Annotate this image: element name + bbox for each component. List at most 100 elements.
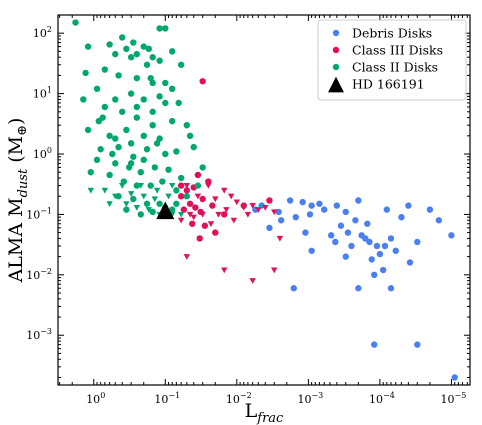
data-point-debris-disks-43 bbox=[352, 217, 359, 224]
data-point-class-ii-disks-6 bbox=[106, 41, 113, 48]
data-point-class-ii-disks-54 bbox=[177, 174, 185, 182]
data-point-debris-disks-13 bbox=[342, 208, 349, 216]
data-point-class-ii-disks-27 bbox=[140, 96, 147, 103]
data-point-class-iii-disks-15 bbox=[196, 235, 203, 242]
data-point-class-ii-disks-66 bbox=[156, 200, 163, 207]
data-point-class-iii-disks-18 bbox=[266, 197, 273, 204]
data-point-debris-disks-12 bbox=[321, 206, 328, 213]
data-point-class-ii-disks-57 bbox=[120, 178, 128, 185]
series-class-iii-disks-upper-limits bbox=[177, 183, 284, 284]
series-class-iii-disks bbox=[177, 78, 273, 242]
data-point-class-ii-disks-15 bbox=[143, 61, 151, 68]
data-point-class-ii-disks-33 bbox=[149, 121, 156, 129]
data-point-class-iii-disks-upper-limits-24 bbox=[194, 193, 202, 200]
data-point-class-ii-disks-upper-limits-11 bbox=[145, 207, 152, 213]
data-point-class-ii-disks-4 bbox=[156, 25, 163, 32]
data-point-class-ii-disks-60 bbox=[159, 178, 166, 185]
data-point-debris-disks-2 bbox=[316, 200, 323, 207]
data-point-class-ii-disks-39 bbox=[140, 132, 147, 140]
data-point-class-iii-disks-upper-limits-1 bbox=[205, 183, 212, 189]
data-point-debris-disks-4 bbox=[355, 197, 362, 204]
y-tick-label-3: 10−1 bbox=[26, 206, 52, 221]
legend-label-hd-166191: HD 166191 bbox=[352, 77, 425, 92]
data-point-class-ii-disks-24 bbox=[93, 85, 101, 93]
data-point-debris-disks-17 bbox=[414, 238, 421, 246]
data-point-class-ii-disks-35 bbox=[183, 121, 191, 129]
data-point-class-iii-disks-7 bbox=[199, 195, 206, 203]
data-point-debris-disks-48 bbox=[381, 242, 389, 250]
data-point-class-ii-disks-8 bbox=[145, 45, 152, 53]
data-point-debris-disks-32 bbox=[368, 256, 375, 263]
x-tick-label-0: 100 bbox=[86, 391, 105, 406]
legend: Debris Disks Class III Disks Class II Disk… bbox=[317, 19, 467, 101]
data-point-class-iii-disks-upper-limits-5 bbox=[233, 199, 241, 206]
data-point-class-iii-disks-upper-limits-7 bbox=[255, 207, 262, 213]
data-point-class-iii-disks-upper-limits-21 bbox=[221, 267, 228, 274]
axes-layer: 100 10−1 10−2 10−3 10−4 10−5 102 101 100 10−1 10−2… bbox=[5, 14, 471, 425]
data-point-debris-disks-38 bbox=[371, 341, 378, 348]
data-point-debris-disks-25 bbox=[308, 247, 315, 254]
legend-marker-hd-166191 bbox=[328, 76, 344, 93]
data-point-class-ii-disks-upper-limits-16 bbox=[169, 183, 176, 189]
data-point-debris-disks-30 bbox=[406, 259, 414, 266]
data-point-class-ii-disks-11 bbox=[149, 54, 156, 61]
data-point-class-iii-disks-5 bbox=[205, 178, 212, 185]
data-point-class-ii-disks-89 bbox=[153, 140, 161, 147]
data-point-class-ii-disks-12 bbox=[169, 48, 176, 55]
data-point-debris-disks-23 bbox=[373, 242, 381, 250]
data-point-class-ii-disks-80 bbox=[140, 156, 147, 164]
data-point-class-ii-disks-64 bbox=[130, 195, 137, 203]
data-point-class-iii-disks-9 bbox=[197, 208, 204, 216]
data-point-class-ii-disks-32 bbox=[133, 114, 141, 121]
data-point-class-ii-disks-63 bbox=[115, 193, 122, 200]
data-point-class-ii-disks-upper-limits-14 bbox=[177, 211, 185, 218]
data-point-class-ii-disks-69 bbox=[137, 211, 144, 218]
data-point-class-ii-disks-37 bbox=[106, 132, 113, 140]
series-hd-166191 bbox=[156, 201, 175, 220]
data-point-debris-disks-6 bbox=[405, 202, 412, 209]
data-point-class-ii-disks-18 bbox=[82, 69, 89, 77]
data-point-class-iii-disks-11 bbox=[221, 211, 228, 218]
legend-box bbox=[317, 19, 467, 101]
data-point-debris-disks-37 bbox=[387, 285, 395, 292]
y-axis-title: ALMA Mdust (M⊕) bbox=[5, 118, 31, 284]
data-point-class-ii-disks-85 bbox=[162, 79, 169, 87]
x-axis-title: Lfrac bbox=[245, 400, 284, 425]
data-point-class-ii-disks-55 bbox=[87, 168, 94, 176]
legend-marker-class-iii-disks bbox=[332, 46, 340, 54]
data-point-debris-disks-47 bbox=[362, 235, 369, 242]
data-point-class-iii-disks-0 bbox=[199, 78, 206, 85]
data-point-debris-disks-46 bbox=[337, 222, 345, 229]
data-point-debris-disks-31 bbox=[342, 253, 349, 260]
data-point-class-ii-disks-72 bbox=[173, 200, 180, 207]
data-point-class-ii-disks-53 bbox=[165, 166, 172, 173]
legend-marker-class-ii-disks bbox=[332, 63, 340, 71]
y-tick-label-4: 10−2 bbox=[26, 267, 52, 282]
x-tick-label-2: 10−2 bbox=[226, 391, 252, 406]
data-point-class-ii-disks-75 bbox=[133, 103, 141, 111]
data-point-debris-disks-45 bbox=[277, 217, 285, 224]
data-point-class-iii-disks-4 bbox=[194, 171, 202, 179]
data-point-debris-disks-9 bbox=[275, 208, 282, 216]
data-point-debris-disks-16 bbox=[398, 213, 405, 221]
x-tick-label-1: 10−1 bbox=[154, 391, 180, 406]
legend-label-debris-disks: Debris Disks bbox=[352, 26, 432, 41]
data-point-class-ii-disks-28 bbox=[156, 93, 163, 100]
data-point-class-ii-disks-73 bbox=[112, 135, 119, 142]
data-point-class-iii-disks-upper-limits-4 bbox=[212, 196, 219, 203]
data-point-debris-disks-34 bbox=[290, 285, 297, 292]
data-point-class-ii-disks-51 bbox=[137, 168, 144, 176]
data-point-class-iii-disks-6 bbox=[186, 200, 194, 207]
data-point-debris-disks-44 bbox=[426, 206, 434, 213]
data-point-class-ii-disks-31 bbox=[119, 108, 126, 115]
data-point-class-iii-disks-upper-limits-23 bbox=[271, 267, 278, 274]
data-point-class-ii-disks-22 bbox=[149, 79, 156, 87]
data-point-class-iii-disks-10 bbox=[209, 202, 216, 209]
data-point-class-ii-disks-38 bbox=[123, 126, 130, 134]
data-point-class-iii-disks-16 bbox=[212, 229, 219, 236]
data-point-class-ii-disks-40 bbox=[156, 135, 163, 142]
data-point-class-ii-disks-78 bbox=[199, 164, 206, 171]
data-point-class-iii-disks-upper-limits-10 bbox=[223, 207, 230, 213]
data-point-class-ii-disks-47 bbox=[190, 143, 197, 151]
